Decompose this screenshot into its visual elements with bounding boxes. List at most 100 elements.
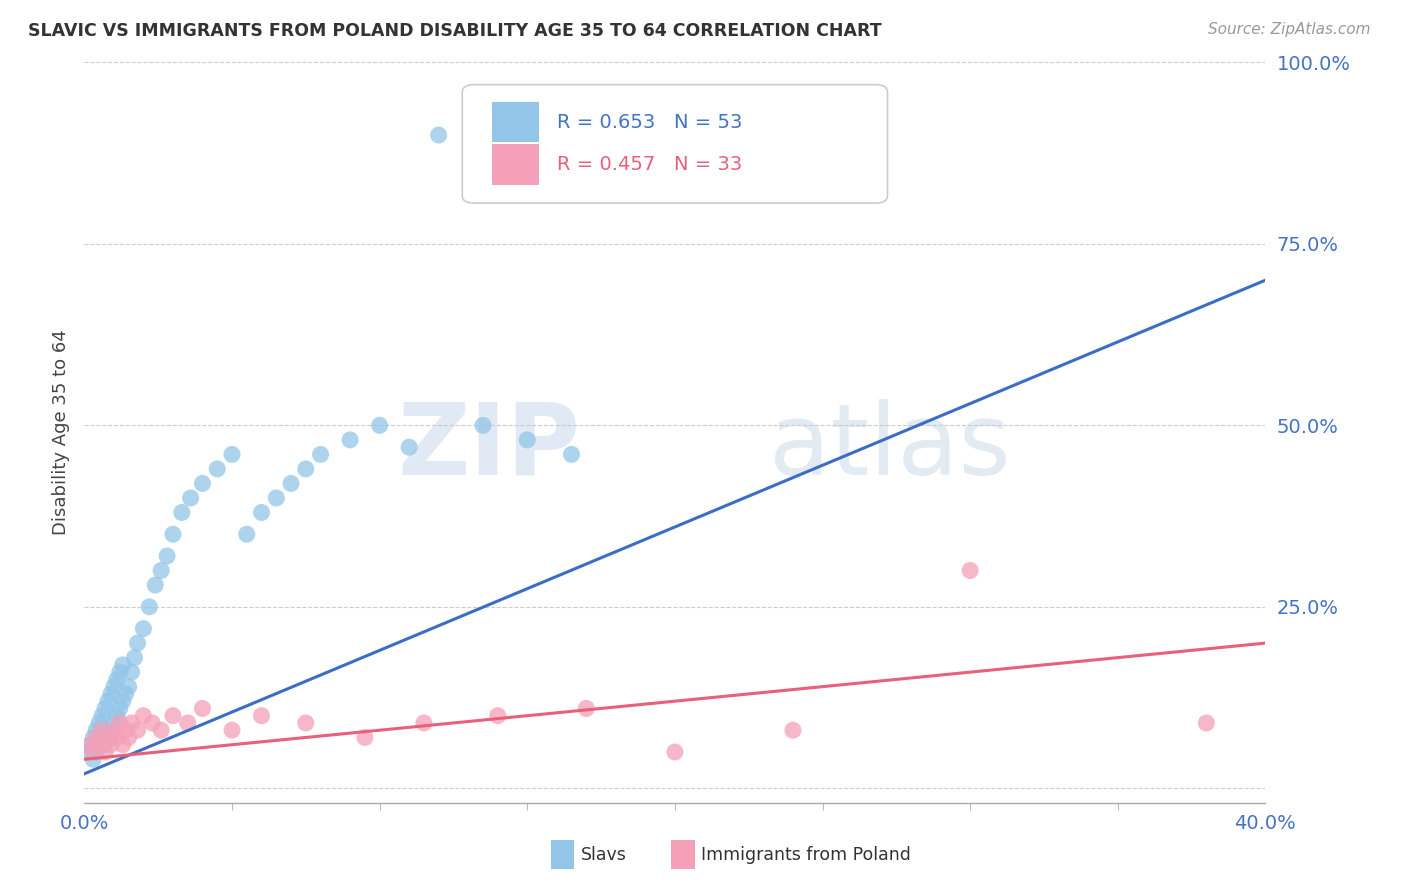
Point xyxy=(87,738,111,752)
Point xyxy=(79,738,101,752)
Point xyxy=(339,433,361,447)
Point xyxy=(103,715,125,730)
FancyBboxPatch shape xyxy=(463,85,887,203)
Point xyxy=(82,745,104,759)
Text: Immigrants from Poland: Immigrants from Poland xyxy=(700,846,911,863)
Point xyxy=(118,731,141,745)
Point xyxy=(91,708,114,723)
Point xyxy=(108,701,131,715)
Text: Slavs: Slavs xyxy=(581,846,626,863)
Point xyxy=(97,731,120,745)
Point xyxy=(280,476,302,491)
Point xyxy=(413,715,436,730)
Point xyxy=(354,731,377,745)
Bar xyxy=(671,840,695,870)
Point xyxy=(427,128,450,142)
Point xyxy=(103,723,125,738)
Point xyxy=(236,527,259,541)
Point xyxy=(132,708,155,723)
Point xyxy=(221,723,243,738)
Point xyxy=(162,708,184,723)
Point xyxy=(91,731,114,745)
Point xyxy=(782,723,804,738)
Text: ZIP: ZIP xyxy=(398,399,581,496)
Point xyxy=(82,752,104,766)
Point xyxy=(150,564,173,578)
Point xyxy=(97,694,120,708)
Point xyxy=(108,715,131,730)
Point xyxy=(118,680,141,694)
Point xyxy=(127,723,149,738)
Point xyxy=(105,731,128,745)
Point xyxy=(250,708,273,723)
Point xyxy=(138,599,160,614)
Point xyxy=(191,701,214,715)
Point xyxy=(94,701,117,715)
Point xyxy=(91,723,114,738)
Point xyxy=(180,491,202,505)
Point xyxy=(295,462,318,476)
Point xyxy=(103,680,125,694)
Point xyxy=(105,673,128,687)
Point xyxy=(100,687,122,701)
Point xyxy=(76,745,98,759)
Point xyxy=(266,491,288,505)
Point xyxy=(177,715,200,730)
Point xyxy=(141,715,163,730)
Point xyxy=(486,708,509,723)
Point xyxy=(87,738,111,752)
Text: R = 0.457   N = 33: R = 0.457 N = 33 xyxy=(557,154,742,174)
Point xyxy=(664,745,686,759)
Point xyxy=(368,418,391,433)
Point xyxy=(108,665,131,680)
Point xyxy=(156,549,179,563)
Point xyxy=(1195,715,1218,730)
Point xyxy=(105,708,128,723)
Bar xyxy=(492,144,538,185)
Text: atlas: atlas xyxy=(769,399,1011,496)
Point xyxy=(84,723,107,738)
Point xyxy=(124,650,146,665)
Point xyxy=(170,506,193,520)
Point xyxy=(191,476,214,491)
Point xyxy=(94,745,117,759)
Point xyxy=(114,723,136,738)
Point xyxy=(84,731,107,745)
Point xyxy=(516,433,538,447)
Point xyxy=(309,447,332,461)
Text: R = 0.653   N = 53: R = 0.653 N = 53 xyxy=(557,112,742,131)
Point xyxy=(162,527,184,541)
Point xyxy=(79,738,101,752)
Point xyxy=(94,738,117,752)
Point xyxy=(97,723,120,738)
Point xyxy=(221,447,243,461)
Point xyxy=(250,506,273,520)
Point xyxy=(111,694,134,708)
Point xyxy=(295,715,318,730)
Point xyxy=(143,578,166,592)
Point xyxy=(100,731,122,745)
Point xyxy=(127,636,149,650)
Bar xyxy=(551,840,575,870)
Point xyxy=(114,687,136,701)
Point xyxy=(84,745,107,759)
Point xyxy=(121,715,143,730)
Y-axis label: Disability Age 35 to 64: Disability Age 35 to 64 xyxy=(52,330,70,535)
Point xyxy=(100,738,122,752)
Point xyxy=(82,731,104,745)
Point xyxy=(111,657,134,672)
Point xyxy=(207,462,229,476)
Point xyxy=(959,564,981,578)
Point xyxy=(575,701,598,715)
Point xyxy=(132,622,155,636)
Point xyxy=(87,715,111,730)
Point xyxy=(150,723,173,738)
Text: SLAVIC VS IMMIGRANTS FROM POLAND DISABILITY AGE 35 TO 64 CORRELATION CHART: SLAVIC VS IMMIGRANTS FROM POLAND DISABIL… xyxy=(28,22,882,40)
Point xyxy=(472,418,495,433)
Point xyxy=(111,738,134,752)
Point xyxy=(121,665,143,680)
Point xyxy=(561,447,583,461)
Point xyxy=(398,440,420,454)
Text: Source: ZipAtlas.com: Source: ZipAtlas.com xyxy=(1208,22,1371,37)
Bar xyxy=(492,102,538,143)
